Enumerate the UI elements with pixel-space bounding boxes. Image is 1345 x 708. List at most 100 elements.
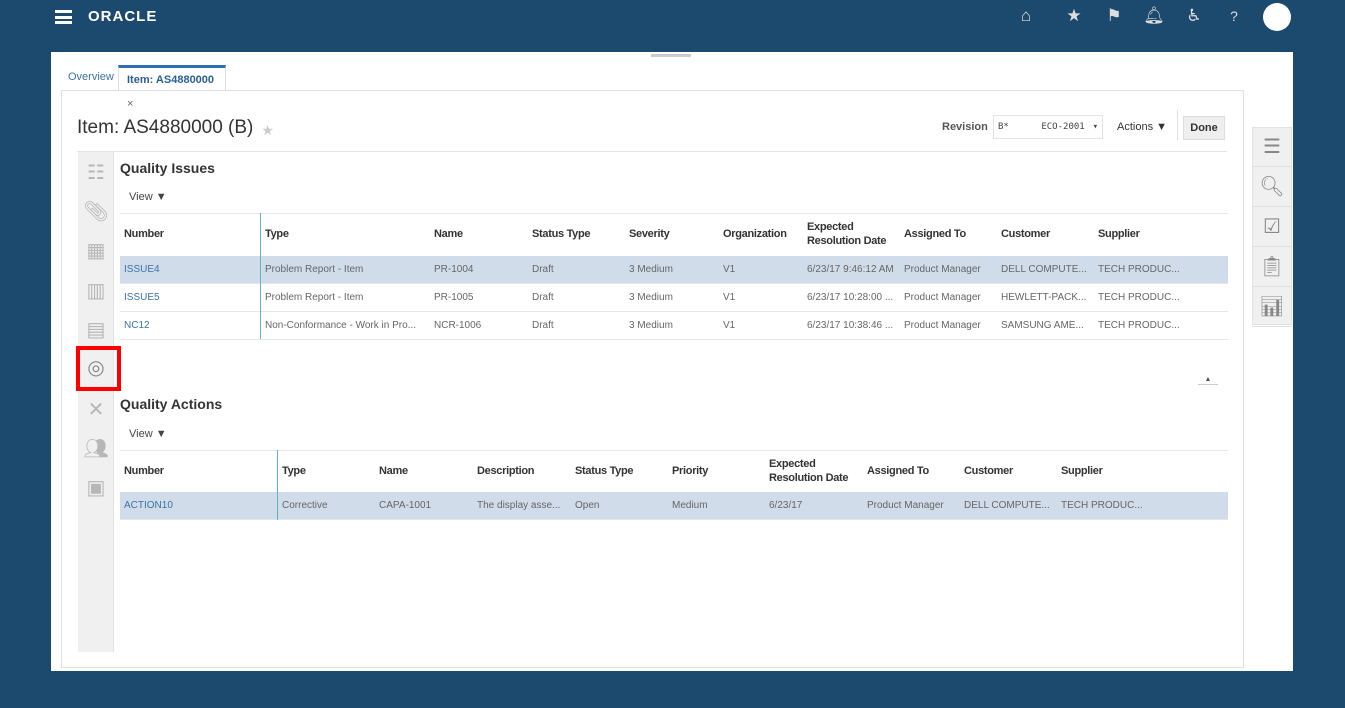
chart-icon[interactable]: 📊︎ [1252,287,1292,327]
home-icon[interactable]: ⌂ [1020,6,1032,25]
drag-handle[interactable] [651,54,691,57]
table-cell: TECH PRODUC... [1098,320,1180,331]
table-header-border [120,213,1228,214]
avatar[interactable] [1263,3,1291,31]
change-orders-icon[interactable]: ▤ [86,319,106,341]
table-cell: Problem Report - Item [265,292,364,303]
clipboard-icon[interactable]: 📋︎ [1252,247,1292,287]
row-link[interactable]: ISSUE4 [124,264,160,275]
divider [1177,110,1178,140]
global-header: ORACLE ⌂ ★ ⚑ 🔔︎ ♿︎ ? [0,0,1345,36]
manufacturers-icon[interactable]: ▥ [86,280,106,302]
relationships-icon[interactable]: ✕ [87,399,105,421]
table-cell: Draft [532,292,554,303]
done-button[interactable]: Done [1183,116,1225,140]
revision-select[interactable]: B* ECO-2001 ▾ [993,115,1103,139]
favorite-star-icon[interactable]: ★ [261,121,274,138]
table-cell: TECH PRODUC... [1098,292,1180,303]
table-cell: Product Manager [867,500,944,511]
table-cell: 6/23/17 [769,500,803,511]
column-header[interactable]: Expected Resolution Date [769,458,849,484]
row-link[interactable]: ISSUE5 [124,292,160,303]
menu-icon[interactable] [55,10,72,24]
table-cell: PR-1005 [434,292,474,303]
quality-issues-title: Quality Issues [120,160,215,176]
table-cell: V1 [723,292,736,303]
quality-icon[interactable]: ◎ [87,357,105,379]
row-link[interactable]: NC12 [124,320,150,331]
column-header[interactable]: Severity [629,228,670,240]
quality-actions-view-menu[interactable]: View ▼ [129,428,167,440]
table-cell: DELL COMPUTE... [1001,264,1087,275]
column-header[interactable]: Customer [1001,228,1050,240]
column-header[interactable]: Number [124,465,164,477]
table-cell: 6/23/17 9:46:12 AM [807,264,894,275]
calculator-icon[interactable]: ▣ [86,477,106,499]
table-cell: V1 [723,320,736,331]
table-row[interactable] [120,312,1228,340]
column-header[interactable]: Customer [964,465,1013,477]
table-cell: Medium [672,500,708,511]
column-header[interactable]: Assigned To [904,228,966,240]
star-icon[interactable]: ★ [1066,6,1082,25]
table-cell: Problem Report - Item [265,264,364,275]
column-header[interactable]: Name [434,228,463,240]
table-cell: TECH PRODUC... [1061,500,1143,511]
attachment-icon[interactable]: 📎︎ [83,201,109,223]
table-row[interactable] [120,492,1228,520]
table-row[interactable] [120,256,1228,284]
table-cell: TECH PRODUC... [1098,264,1180,275]
help-icon[interactable]: ? [1230,8,1238,24]
table-row[interactable] [120,284,1228,312]
table-cell: Product Manager [904,320,981,331]
row-link[interactable]: ACTION10 [124,500,173,511]
table-cell: PR-1004 [434,264,474,275]
close-tab-icon[interactable]: × [127,98,134,110]
column-header[interactable]: Expected Resolution Date [807,221,887,247]
table-cell: SAMSUNG AME... [1001,320,1084,331]
column-header[interactable]: Name [379,465,408,477]
document-icon[interactable]: ☰ [1252,127,1292,167]
table-cell: 3 Medium [629,264,673,275]
column-header[interactable]: Status Type [575,465,634,477]
team-icon[interactable]: 👥︎ [83,438,109,460]
column-header[interactable]: Description [477,465,535,477]
column-header[interactable]: Supplier [1098,228,1140,240]
table-cell: 3 Medium [629,292,673,303]
table-cell: Product Manager [904,292,981,303]
overview-list-icon[interactable]: ☷ [87,162,105,184]
table-cell: DELL COMPUTE... [964,500,1050,511]
table-cell: V1 [723,264,736,275]
accessibility-icon[interactable]: ♿︎ [1186,6,1202,25]
table-cell: 6/23/17 10:38:46 ... [807,320,894,331]
flag-icon[interactable]: ⚑ [1106,6,1122,25]
search-icon[interactable]: 🔍︎ [1252,167,1292,207]
column-separator[interactable] [260,213,261,339]
quality-issues-view-menu[interactable]: View ▼ [129,191,167,203]
tab-item-label: Item: AS4880000 [127,74,215,86]
tab-overview[interactable]: Overview [68,71,114,83]
table-cell: NCR-1006 [434,320,482,331]
actions-menu[interactable]: Actions ▼ [1117,121,1168,133]
divider [77,151,1227,152]
page-header: Item: AS4880000 (B) ★ [77,117,274,139]
bell-icon[interactable]: 🔔︎ [1143,6,1165,25]
column-header[interactable]: Supplier [1061,465,1103,477]
checklist-icon[interactable]: ☑ [1252,207,1292,247]
column-header[interactable]: Type [265,228,289,240]
table-cell: 3 Medium [629,320,673,331]
column-header[interactable]: Organization [723,228,787,240]
column-header[interactable]: Type [282,465,306,477]
column-header[interactable]: Priority [672,465,709,477]
tab-item[interactable]: Item: AS4880000 × [118,65,226,110]
column-header[interactable]: Number [124,228,164,240]
collapse-icon[interactable]: ▲ [1198,376,1218,385]
table-cell: Open [575,500,600,511]
left-icon-rail [78,152,114,652]
column-separator[interactable] [277,450,278,520]
column-header[interactable]: Assigned To [867,465,929,477]
table-cell: Corrective [282,500,328,511]
structure-icon[interactable]: ▦ [86,240,106,262]
column-header[interactable]: Status Type [532,228,591,240]
oracle-logo: ORACLE [88,8,158,25]
